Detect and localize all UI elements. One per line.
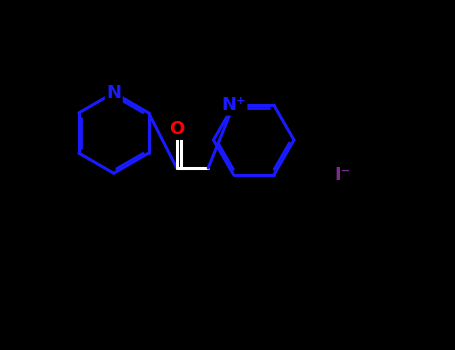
Text: N⁺: N⁺ xyxy=(221,96,246,114)
Text: N: N xyxy=(106,84,121,102)
Text: I⁻: I⁻ xyxy=(335,166,351,184)
Text: O: O xyxy=(169,120,184,139)
